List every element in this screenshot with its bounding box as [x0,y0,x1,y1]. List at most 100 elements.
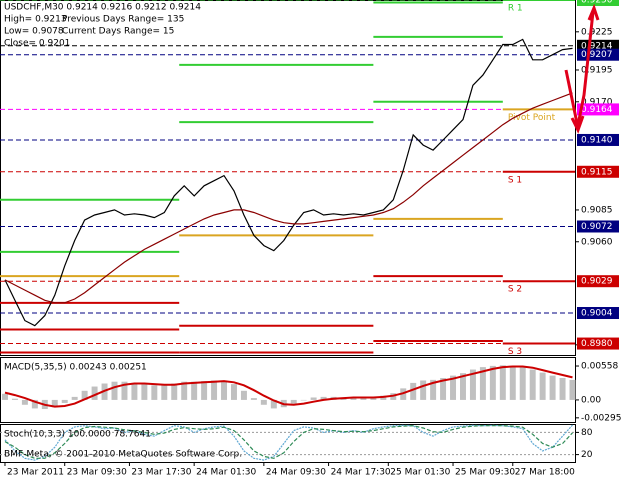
info-close: Close= 0.9201 [4,39,70,49]
price-label-box [577,220,619,233]
price-label-box [577,307,619,320]
macd-bar [221,381,228,400]
macd-bar [450,375,457,400]
macd-bar [201,381,208,400]
info-high: High= 0.9213 [4,15,67,25]
x-tick-label: 25 Mar 01:30 [390,468,450,478]
price-label-box [577,165,619,178]
info-low: Low= 0.9078 [4,27,64,37]
stoch-main [4,424,573,461]
macd-bar [250,398,257,400]
macd-bar [509,365,516,400]
price-label: 0.8980 [581,339,613,349]
macd-bar [131,382,138,400]
macd-bar [360,397,367,400]
macd-bar [479,367,486,400]
plot-layer: 0.92250.91950.91700.90850.90600.89790.92… [0,0,621,478]
price-label: 0.9029 [581,277,613,287]
info-prev-range: Previous Days Range= 135 [62,15,184,25]
price-label-box [577,103,619,116]
macd-bar [161,385,168,400]
macd-bar [61,399,68,403]
macd-bar [569,379,576,400]
y-tick-label: 0.00 [581,395,601,405]
x-tick-label: 24 Mar 01:30 [196,468,256,478]
x-tick-label: 23 Mar 09:30 [67,468,127,478]
macd-bar [71,396,78,400]
pivot-label: S 3 [508,347,522,357]
macd-bar [270,399,277,409]
macd-bar [300,399,307,401]
x-tick-label: 23 Mar 2011 [7,468,64,478]
macd-bar [310,397,317,400]
x-tick-label: 27 Mar 18:00 [515,468,575,478]
price-label-box [577,133,619,146]
macd-bar [21,399,28,405]
y-tick-label: 20 [581,450,593,460]
info-cur-range: Current Days Range= 15 [62,27,174,37]
macd-bar [410,382,417,400]
y-tick-label: 0.9085 [581,205,613,215]
macd-bar [51,399,58,408]
macd-bar [81,390,88,400]
macd-bar [260,399,267,405]
macd-bar [549,375,556,400]
price-label: 0.9115 [581,167,613,177]
price-label-box [577,337,619,350]
macd-bar [211,380,218,400]
pivot-label: S 2 [508,285,522,295]
macd-bar [151,385,158,400]
chart-title: USDCHF,M30 0.9214 0.9216 0.9212 0.9214 [4,3,201,13]
macd-bar [350,397,357,400]
y-tick-label: 0.9170 [581,97,613,107]
x-tick-label: 23 Mar 17:30 [131,468,191,478]
pivot-label: R 1 [508,4,523,14]
pivot-label: Pivot Point [508,113,556,123]
macd-bar [11,398,18,400]
macd-bar [529,369,536,400]
macd-bar [171,383,178,400]
macd-signal [4,365,573,408]
macd-bar [430,379,437,400]
stoch-signal [4,425,573,459]
y-tick-label: 0.00558 [581,362,618,372]
macd-bar [469,369,476,400]
macd-bar [91,386,98,400]
y-tick-label: -0.00295 [581,413,621,423]
macd-bar [181,381,188,400]
price-label-box [577,275,619,288]
macd-bar [230,384,237,400]
macd-bar [539,372,546,400]
y-tick-label: 80 [581,428,593,438]
y-tick-label: 0.9060 [581,237,613,247]
x-tick-label: 25 Mar 09:30 [455,468,515,478]
macd-bar [559,378,566,400]
x-tick-label: 24 Mar 17:30 [331,468,391,478]
macd-bar [240,390,247,400]
footer: BMF-Meta, © 2001-2010 MetaQuotes Softwar… [4,450,242,460]
x-tick-label: 24 Mar 09:30 [266,468,326,478]
macd-bar [440,378,447,400]
macd-bar [121,381,128,400]
price-label: 0.9214 [581,41,613,51]
price-label-box [577,0,619,6]
pivot-label: S 1 [508,175,522,185]
stoch-title: Stoch(10,3,3) 100.0000 78.7641 [4,430,151,440]
moving-average [4,92,573,304]
y-tick-label: 0.9195 [581,65,613,75]
macd-title: MACD(5,35,5) 0.00243 0.00251 [4,363,147,373]
macd-bar [141,384,148,400]
stoch-frame [0,424,576,463]
macd-bar [290,399,297,404]
price-label: 0.9072 [581,222,613,232]
arrow-up [576,3,600,126]
macd-bar [519,366,526,400]
price-label: 0.9004 [581,309,613,319]
macd-frame [0,357,576,423]
macd-bar [191,381,198,400]
macd-bar [499,365,506,400]
macd-bar [460,373,466,400]
macd-bar [1,393,8,400]
macd-bar [489,365,496,400]
